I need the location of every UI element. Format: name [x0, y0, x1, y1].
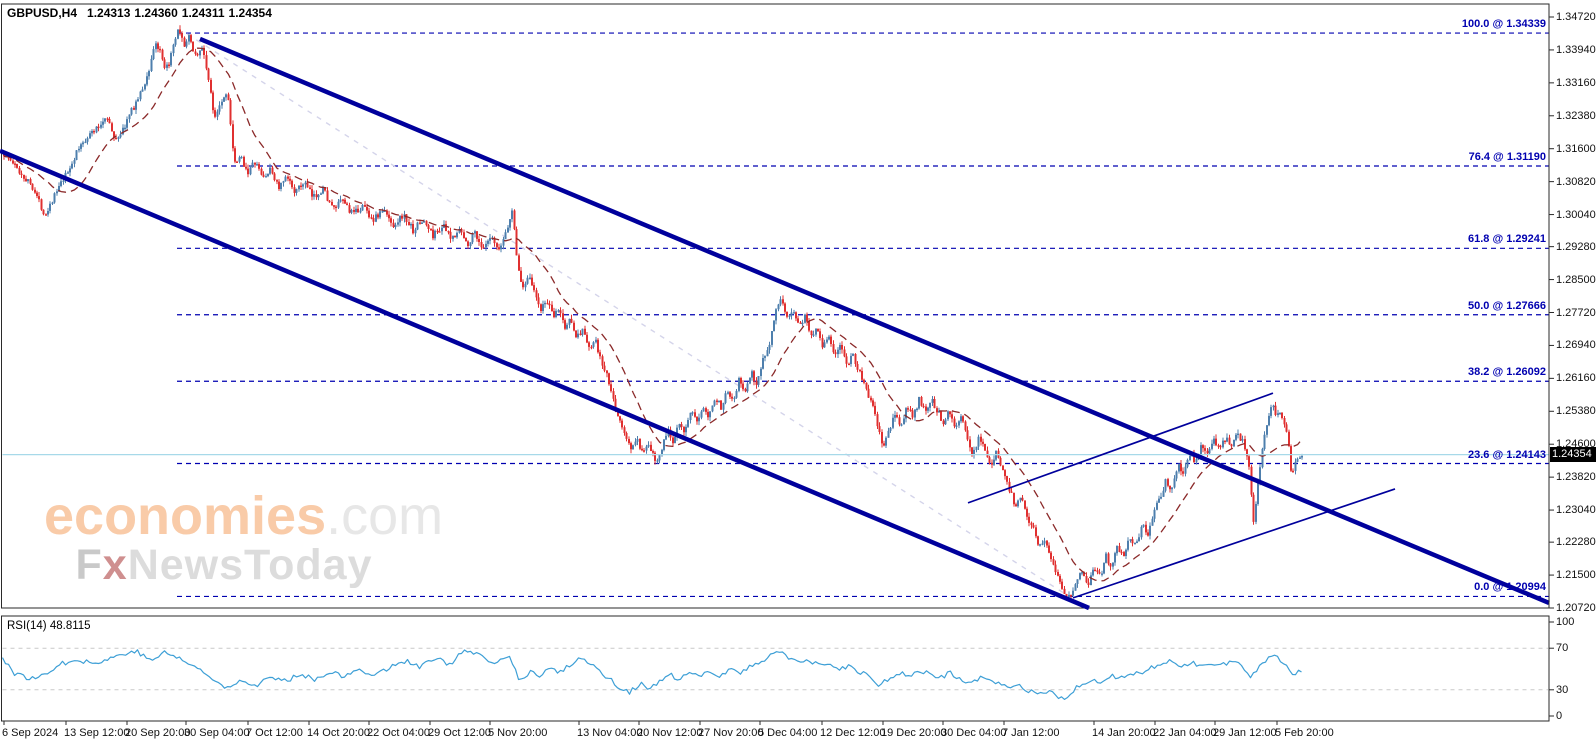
price-axis-label: 1.25380 [1556, 405, 1596, 418]
price-axis-label: 1.34720 [1556, 11, 1596, 23]
quote-close: 1.24354 [228, 6, 272, 20]
time-axis-label: 20 Sep 20:00 [125, 727, 191, 739]
time-axis-label: 12 Dec 12:00 [820, 727, 886, 739]
price-axis-label: 1.28500 [1556, 273, 1596, 286]
watermark: economies.com FxNewsToday [44, 486, 443, 589]
price-axis-label: 1.33940 [1556, 43, 1596, 56]
time-axis-label: 29 Oct 12:00 [428, 727, 491, 739]
watermark-tagline: FxNewsToday [75, 541, 373, 589]
time-axis-label: 13 Nov 04:00 [577, 727, 643, 739]
fib-level-label: 50.0 @ 1.27666 [1467, 299, 1546, 312]
price-axis-label: 1.23820 [1556, 471, 1596, 484]
price-axis-label: 1.32380 [1556, 109, 1596, 122]
watermark-brand-line: economies.com [44, 486, 443, 546]
price-axis-label: 1.31600 [1556, 142, 1596, 155]
price-axis-label: 1.22280 [1556, 536, 1596, 549]
watermark-x-glyph: x [102, 541, 128, 589]
fib-level-label: 23.6 @ 1.24143 [1467, 448, 1546, 461]
price-axis-label: 1.30040 [1556, 208, 1596, 221]
rsi-axis-label: 70 [1556, 642, 1569, 655]
time-axis-label: 5 Feb 20:00 [1275, 727, 1334, 739]
time-axis-label: 5 Dec 04:00 [758, 727, 818, 739]
rsi-value: 48.8115 [49, 620, 91, 632]
quote-high: 1.24360 [134, 6, 178, 20]
price-axis-label: 1.20720 [1556, 602, 1596, 614]
price-axis-label: 1.21500 [1556, 569, 1596, 582]
fib-level-label: 61.8 @ 1.29241 [1467, 233, 1546, 246]
time-axis-label: 14 Jan 20:00 [1092, 727, 1156, 739]
fib-level-label: 0.0 @ 1.20994 [1474, 581, 1546, 594]
time-axis-label: 6 Sep 2024 [2, 727, 59, 739]
price-axis-label: 1.30820 [1556, 175, 1596, 188]
price-axis-label: 1.24600 [1556, 438, 1596, 451]
time-axis-label: 14 Oct 20:00 [307, 727, 370, 739]
time-axis-label: 7 Jan 12:00 [1002, 727, 1060, 739]
price-axis-label: 1.27720 [1556, 306, 1596, 319]
rsi-indicator-label: RSI(14) 48.8115 [7, 620, 91, 632]
rsi-axis-label: 30 [1556, 683, 1569, 696]
chart-title: GBPUSD,H4 1.24313 1.24360 1.24311 1.24354 [7, 6, 272, 20]
price-axis-label: 1.23040 [1556, 504, 1596, 517]
rsi-axis-label: 100 [1556, 616, 1575, 628]
symbol-timeframe: GBPUSD,H4 [7, 6, 78, 20]
time-axis-label: 27 Nov 20:00 [698, 727, 764, 739]
price-axis-label: 1.33160 [1556, 76, 1596, 89]
fib-level-label: 38.2 @ 1.26092 [1467, 366, 1546, 379]
time-axis-label: 30 Sep 04:00 [184, 727, 250, 739]
price-axis-label: 1.29280 [1556, 240, 1596, 253]
time-axis-label: 19 Dec 20:00 [881, 727, 947, 739]
time-axis-label: 7 Oct 12:00 [246, 727, 303, 739]
watermark-brand: economies [44, 486, 327, 546]
time-axis-label: 30 Dec 04:00 [941, 727, 1007, 739]
rsi-axis-label: 0 [1556, 710, 1563, 722]
quote-low: 1.24311 [181, 6, 225, 20]
fib-level-label: 76.4 @ 1.31190 [1468, 151, 1546, 164]
quote-open: 1.24313 [87, 6, 131, 20]
fib-level-label: 100.0 @ 1.34339 [1461, 18, 1546, 31]
time-axis-label: 22 Jan 04:00 [1153, 727, 1217, 739]
time-axis-label: 29 Jan 12:00 [1213, 727, 1277, 739]
current-price-badge: 1.24354 [1550, 447, 1596, 462]
time-axis-label: 20 Nov 12:00 [637, 727, 703, 739]
time-axis-label: 5 Nov 20:00 [488, 727, 548, 739]
watermark-domain: .com [326, 486, 444, 546]
price-axis-label: 1.26940 [1556, 339, 1596, 352]
time-axis-label: 22 Oct 04:00 [367, 727, 430, 739]
price-axis-label: 1.26160 [1556, 372, 1596, 385]
time-axis-label: 13 Sep 12:00 [64, 727, 130, 739]
